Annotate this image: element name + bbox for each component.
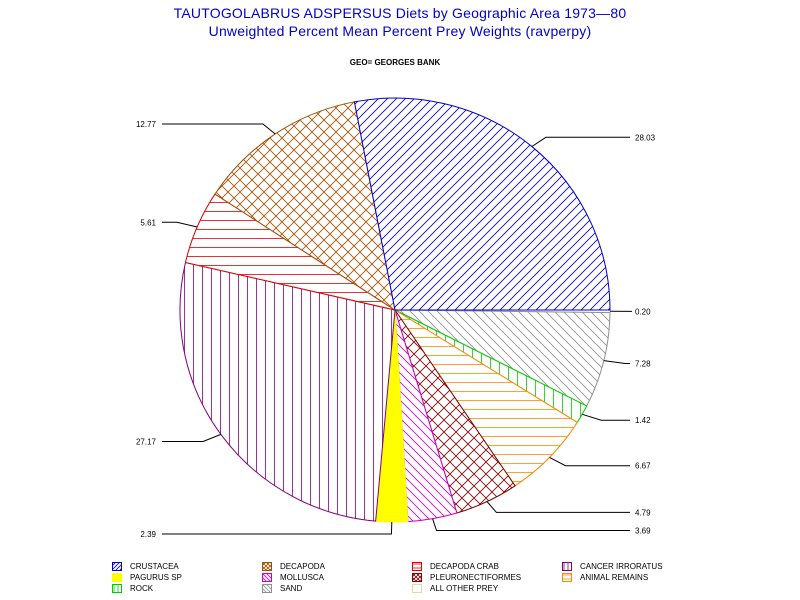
data-label-decapoda: 12.77: [136, 120, 157, 129]
legend-label: ANIMAL REMAINS: [580, 573, 649, 582]
legend-label: PLEURONECTIFORMES: [430, 573, 522, 582]
leader-line-pagurus-sp: [162, 521, 393, 535]
legend-swatch-decapoda-crab: [412, 562, 422, 571]
data-label-sand: 7.28: [635, 360, 651, 369]
pie-slice-cancer-irroratus: [179, 261, 396, 522]
panel-label: GEO= GEORGES BANK: [349, 58, 441, 67]
data-label-all-other-prey: 0.20: [635, 307, 651, 316]
legend-swatch-rock: [112, 584, 122, 593]
data-label-cancer-irroratus: 27.17: [136, 438, 157, 447]
legend-label: ALL OTHER PREY: [430, 584, 499, 593]
leader-line-decapoda-crab: [162, 221, 198, 228]
leader-line-rock: [582, 413, 630, 421]
pie-slice-sand: [394, 309, 611, 407]
legend-swatch-pleuronectiformes: [412, 573, 422, 582]
legend-label: DECAPODA CRAB: [430, 562, 499, 571]
legend-label: SAND: [280, 584, 303, 593]
legend-label: CANCER IRRORATUS: [580, 562, 663, 571]
legend-label: MOLLUSCA: [280, 573, 325, 582]
leader-line-mollusca: [432, 518, 630, 531]
leader-line-pleurotectiformes: [486, 501, 630, 513]
legend-swatch-decapoda: [262, 562, 272, 571]
data-label-rock: 1.42: [635, 416, 651, 425]
legend-swatch-pagurus-sp: [112, 573, 122, 582]
leader-line-crustacea: [531, 136, 630, 147]
legend-swatch-animal-remains: [562, 573, 572, 582]
data-label-pleurotectiformes: 4.79: [635, 508, 651, 517]
legend-swatch-mollusca: [262, 573, 272, 582]
leader-line-animal-remains: [549, 456, 630, 467]
data-label-pagurus-sp: 2.39: [140, 530, 156, 539]
leader-line-sand: [603, 360, 630, 364]
legend-swatch-all-other-prey: [412, 584, 422, 593]
legend-label: CRUSTACEA: [130, 562, 179, 571]
leader-line-decapoda: [162, 123, 276, 135]
pie-slice-crustacea: [353, 97, 611, 311]
legend-swatch-sand: [262, 584, 272, 593]
data-label-crustacea: 28.03: [635, 133, 656, 142]
legend-label: PAGURUS SP: [130, 573, 182, 582]
legend-label: ROCK: [130, 584, 154, 593]
legend-label: DECAPODA: [280, 562, 325, 571]
legend-swatch-cancer-irroratus: [562, 562, 572, 571]
data-label-animal-remains: 6.67: [635, 462, 651, 471]
chart-title: TAUTOGOLABRUS ADSPERSUS Diets by Geograp…: [173, 5, 627, 21]
leader-line-cancer-irroratus: [162, 433, 222, 442]
chart-subtitle: Unweighted Percent Mean Percent Prey Wei…: [208, 23, 592, 39]
legend-swatch-crustacea: [112, 562, 122, 571]
pie-slice-decapoda: [214, 101, 396, 312]
data-label-decapoda-crab: 5.61: [140, 218, 156, 227]
data-label-mollusca: 3.69: [635, 527, 651, 536]
